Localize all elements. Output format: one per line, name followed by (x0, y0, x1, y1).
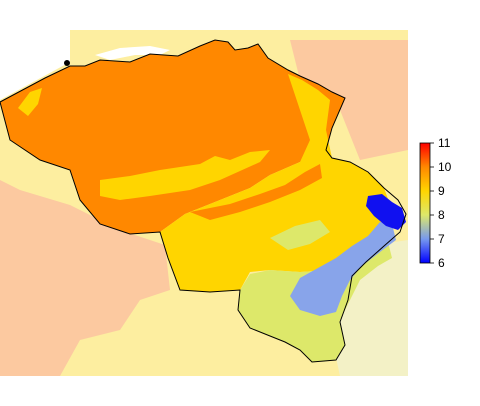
sea-area (0, 30, 70, 100)
zone-central-yellow (160, 74, 392, 292)
legend-colorbar: 11 10 9 8 7 6 (419, 136, 452, 270)
zone-western-yellow-patch (100, 150, 270, 200)
legend-tick-label: 10 (438, 160, 452, 174)
legend-tick-label: 6 (438, 256, 445, 270)
legend-bar (419, 142, 431, 264)
outside-region-northeast (290, 40, 408, 160)
zone-central-orange-strip (190, 164, 322, 220)
zone-north-orange (0, 40, 345, 234)
belgium-border (0, 39, 407, 363)
outside-region-west (0, 110, 170, 376)
legend-tick-label: 9 (438, 184, 445, 198)
legend-tick-label: 7 (438, 232, 445, 246)
legend-tick-label: 8 (438, 208, 445, 222)
outside-region-south (120, 300, 300, 376)
coast-marker (64, 60, 70, 66)
zone-ardennes-blue (290, 222, 396, 316)
estuary-river (95, 46, 170, 60)
zone-mid-yellowgreen (270, 220, 330, 250)
legend-tick-label: 11 (438, 136, 451, 150)
zone-high-fens-deepblue (366, 194, 406, 230)
zone-coast-yellow (18, 88, 42, 116)
